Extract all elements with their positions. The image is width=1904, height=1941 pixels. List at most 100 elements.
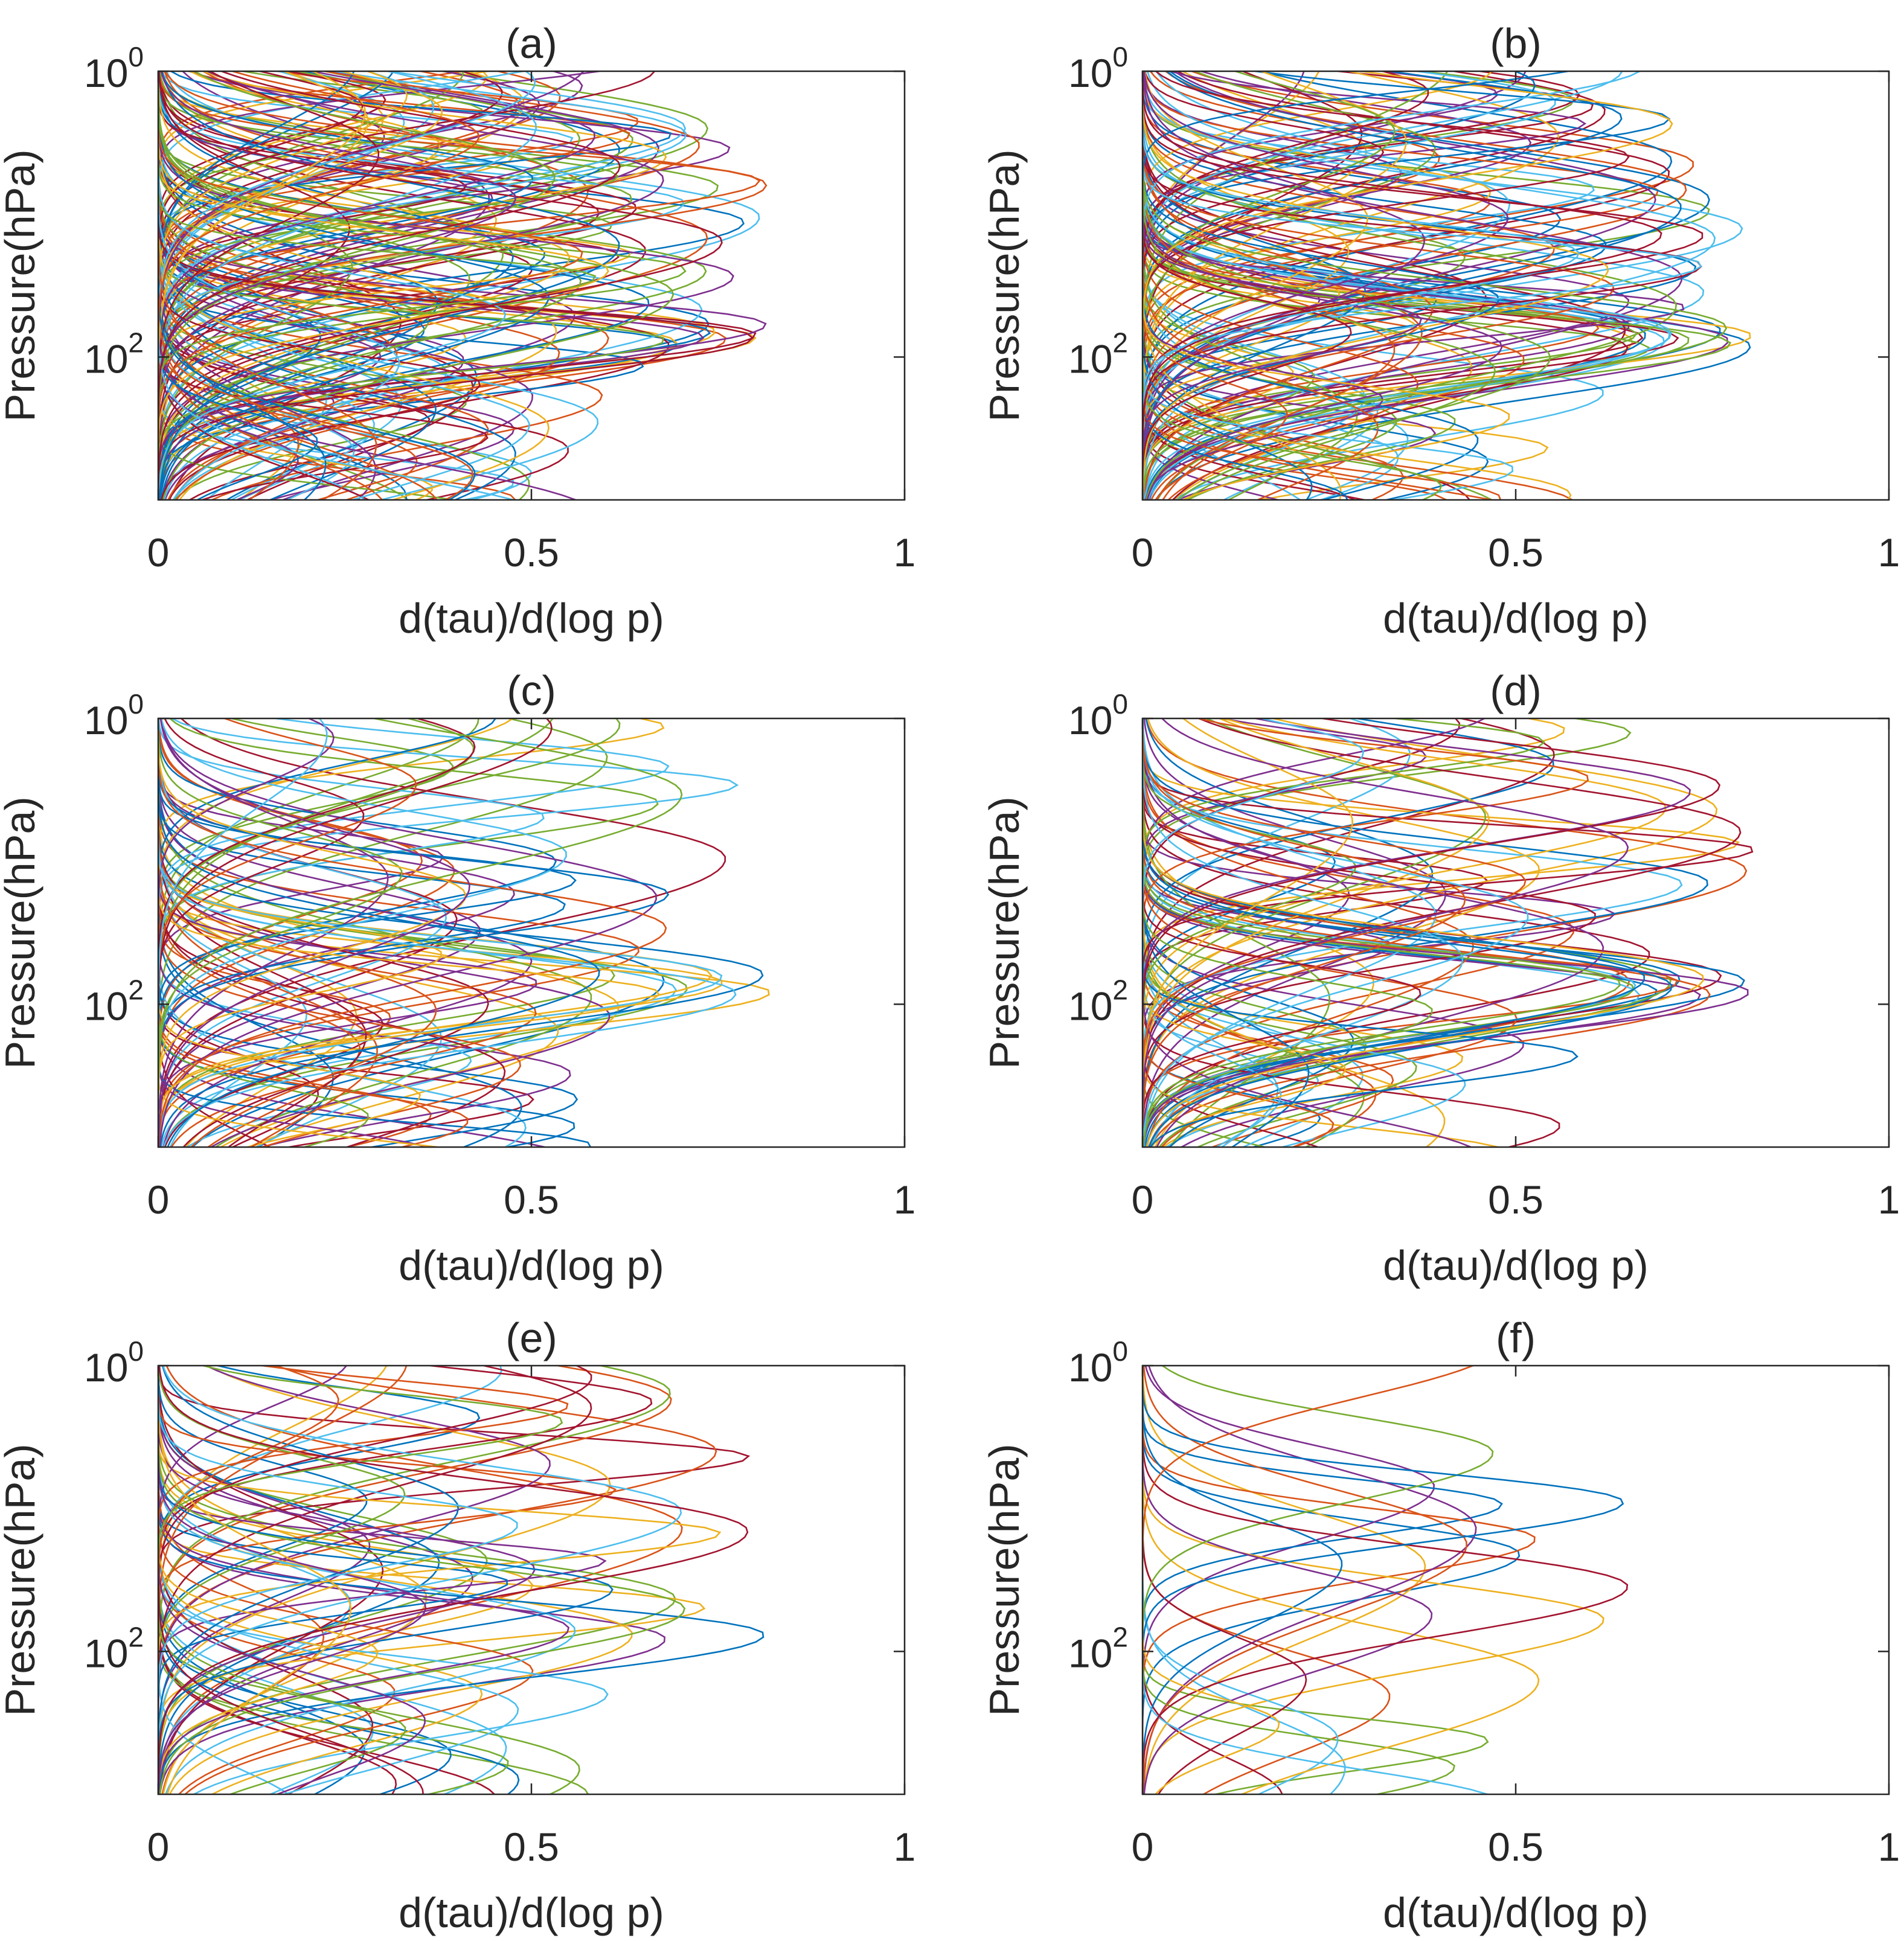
weighting-curve: [158, 71, 633, 500]
weighting-curve: [1143, 1366, 1629, 1794]
weighting-curve: [1143, 71, 1456, 500]
x-tick-label: 1: [1878, 1177, 1900, 1222]
weighting-curve: [158, 1366, 519, 1794]
weighting-curve: [1143, 718, 1579, 1147]
weighting-curve: [158, 718, 319, 1147]
weighting-curve: [1143, 71, 1379, 500]
x-tick-label: 0.5: [1488, 1177, 1543, 1222]
weighting-curve: [158, 718, 615, 1147]
weighting-curve: [1143, 71, 1665, 500]
weighting-curve: [1143, 1366, 1307, 1794]
weighting-curve: [1143, 1366, 1283, 1794]
weighting-curve: [158, 718, 476, 1147]
weighting-curve: [1143, 71, 1503, 500]
weighting-curve: [158, 1366, 483, 1794]
x-tick-label: 1: [1878, 530, 1900, 575]
weighting-curve: [1143, 71, 1288, 500]
x-tick-label: 0.5: [1488, 1824, 1543, 1869]
weighting-curve: [1143, 1366, 1489, 1794]
weighting-curve: [1143, 71, 1313, 500]
weighting-curve: [158, 71, 674, 500]
weighting-curve: [158, 71, 530, 500]
weighting-curve: [1143, 718, 1347, 1147]
weighting-curve: [1143, 71, 1702, 500]
weighting-curve: [158, 71, 514, 500]
weighting-curve: [1143, 718, 1545, 1147]
weighting-curve: [158, 71, 576, 500]
weighting-curve: [1143, 71, 1732, 500]
x-tick-label: 1: [894, 1824, 916, 1869]
weighting-curve: [158, 718, 739, 1147]
y-tick-label: 102: [84, 974, 144, 1028]
weighting-curve: [158, 1366, 452, 1794]
weighting-curve: [1143, 71, 1673, 500]
y-tick-label: 100: [1068, 688, 1128, 743]
weighting-curve: [1143, 71, 1384, 500]
weighting-curve: [1143, 718, 1691, 1147]
weighting-curve: [1143, 71, 1437, 500]
weighting-curve: [158, 1366, 352, 1794]
weighting-curve: [158, 718, 422, 1147]
weighting-curve: [1143, 71, 1489, 500]
weighting-curve: [1143, 71, 1551, 500]
weighting-curve: [1143, 71, 1549, 500]
weighting-curve: [1143, 71, 1355, 500]
x-axis-label: d(tau)/d(log p): [399, 595, 664, 642]
weighting-curve: [158, 71, 609, 500]
weighting-curve: [158, 71, 761, 500]
x-tick-label: 0.5: [1488, 530, 1543, 575]
panel-title: (b): [1490, 20, 1542, 67]
y-tick-label: 102: [84, 1621, 144, 1675]
weighting-curves: [158, 1366, 764, 1794]
weighting-curve: [1143, 71, 1443, 500]
y-tick-label: 100: [84, 41, 144, 95]
weighting-curve: [1143, 718, 1318, 1147]
weighting-curve: [158, 71, 494, 500]
weighting-curves: [1143, 71, 1751, 500]
weighting-curve: [1143, 1366, 1521, 1794]
weighting-curve: [158, 718, 537, 1147]
weighting-curve: [1143, 718, 1565, 1147]
weighting-curve: [1143, 718, 1560, 1147]
panel-title: (a): [505, 20, 557, 67]
weighting-curve: [1143, 71, 1419, 500]
y-tick-label: 102: [1068, 327, 1128, 381]
weighting-curve: [1143, 1366, 1343, 1794]
weighting-curve: [158, 71, 364, 500]
weighting-curve: [1143, 71, 1423, 500]
y-tick-label: 100: [84, 1335, 144, 1390]
weighting-curve: [1143, 718, 1447, 1147]
x-axis-label: d(tau)/d(log p): [1383, 595, 1649, 642]
weighting-curve: [158, 71, 318, 500]
weighting-curve: [1143, 71, 1502, 500]
weighting-curve: [158, 1366, 406, 1794]
y-tick-label: 100: [1068, 1335, 1128, 1390]
weighting-curve: [158, 718, 608, 1147]
weighting-curve: [158, 718, 417, 1147]
weighting-curve: [1143, 718, 1555, 1147]
weighting-curve: [158, 71, 380, 500]
weighting-curve: [1143, 71, 1493, 500]
panel-f: 0 0.5 1 100 102 (f) d(tau)/d(log p) Pressure(hP…: [981, 1314, 1900, 1936]
x-axis-label: d(tau)/d(log p): [1383, 1242, 1649, 1289]
weighting-curve: [158, 1366, 534, 1794]
y-axis-label: Pressure(hPa): [0, 796, 43, 1069]
x-tick-label: 0.5: [504, 1177, 559, 1222]
weighting-curve: [158, 718, 384, 1147]
weighting-curve: [1143, 71, 1492, 500]
weighting-curve: [158, 1366, 347, 1794]
x-tick-label: 1: [894, 1177, 916, 1222]
weighting-curves: [1143, 718, 1754, 1147]
weighting-curve: [158, 718, 577, 1147]
weighting-curve: [158, 718, 378, 1147]
x-tick-label: 0: [1132, 530, 1154, 575]
weighting-curve: [158, 1366, 671, 1794]
weighting-curve: [158, 71, 672, 500]
weighting-curve: [158, 718, 579, 1147]
weighting-curve: [158, 718, 428, 1147]
weighting-curve: [1143, 1366, 1494, 1794]
weighting-curve: [158, 1366, 576, 1794]
weighting-curve: [1143, 1366, 1473, 1794]
weighting-curve: [1143, 718, 1499, 1147]
